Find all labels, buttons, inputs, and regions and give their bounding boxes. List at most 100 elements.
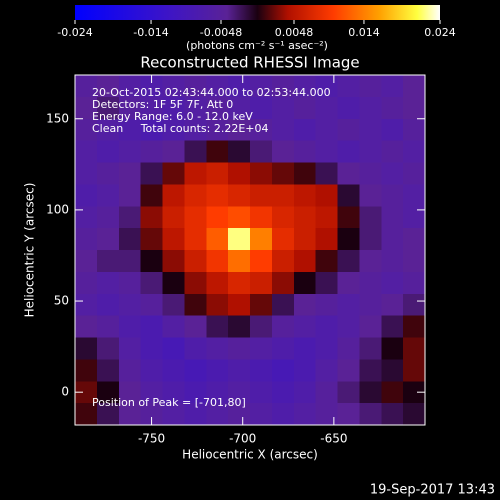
heatmap bbox=[75, 75, 426, 426]
heatmap-cell bbox=[118, 359, 142, 382]
heatmap-cell bbox=[359, 315, 382, 338]
heatmap-cell bbox=[162, 293, 185, 317]
x-tick-label: -650 bbox=[320, 432, 347, 446]
heatmap-cell bbox=[381, 228, 404, 251]
heatmap-cell bbox=[381, 206, 404, 229]
heatmap-cell bbox=[381, 75, 404, 98]
heatmap-cell bbox=[184, 359, 207, 382]
heatmap-cell bbox=[96, 271, 120, 295]
heatmap-cell bbox=[206, 184, 229, 207]
heatmap-cell bbox=[293, 228, 317, 251]
heatmap-cell bbox=[184, 96, 207, 120]
heatmap-cell bbox=[337, 118, 360, 142]
heatmap-cell bbox=[75, 337, 98, 360]
heatmap-cell bbox=[250, 271, 273, 295]
heatmap-cell bbox=[228, 315, 251, 338]
heatmap-cell bbox=[140, 359, 163, 382]
colorbar-label: (photons cm⁻² s⁻¹ asec⁻²) bbox=[186, 39, 328, 52]
heatmap-cell bbox=[140, 75, 163, 98]
heatmap-cell bbox=[337, 337, 360, 360]
y-tick-label: 50 bbox=[54, 294, 69, 308]
heatmap-cell bbox=[293, 359, 317, 382]
heatmap-cell bbox=[293, 75, 317, 98]
heatmap-cell bbox=[403, 96, 426, 120]
heatmap-cell bbox=[250, 315, 273, 338]
y-tick-label: 100 bbox=[46, 202, 69, 216]
heatmap-cell bbox=[75, 206, 98, 229]
heatmap-cell bbox=[293, 315, 317, 338]
heatmap-cell bbox=[184, 250, 207, 273]
heatmap-cell bbox=[337, 315, 360, 338]
heatmap-cell bbox=[315, 337, 338, 360]
heatmap-cell bbox=[184, 403, 207, 426]
heatmap-cell bbox=[403, 75, 426, 98]
heatmap-cell bbox=[403, 293, 426, 317]
heatmap-cell bbox=[381, 140, 404, 163]
heatmap-cell bbox=[184, 118, 207, 142]
heatmap-cell bbox=[271, 228, 295, 251]
heatmap-cell bbox=[118, 96, 142, 120]
heatmap-cell bbox=[184, 271, 207, 295]
heatmap-cell bbox=[250, 96, 273, 120]
heatmap-cell bbox=[118, 206, 142, 229]
heatmap-cell bbox=[206, 162, 229, 185]
heatmap-cell bbox=[228, 96, 251, 120]
heatmap-cell bbox=[403, 359, 426, 382]
heatmap-cell bbox=[359, 96, 382, 120]
colorbar-tick-label: -0.014 bbox=[133, 26, 168, 39]
heatmap-cell bbox=[293, 206, 317, 229]
heatmap-cell bbox=[75, 228, 98, 251]
heatmap-cell bbox=[359, 75, 382, 98]
heatmap-cell bbox=[96, 403, 120, 426]
heatmap-cell bbox=[206, 359, 229, 382]
heatmap-cell bbox=[162, 96, 185, 120]
heatmap-cell bbox=[250, 75, 273, 98]
heatmap-cell bbox=[184, 293, 207, 317]
heatmap-cell bbox=[228, 118, 251, 142]
heatmap-cell bbox=[359, 271, 382, 295]
heatmap-cell bbox=[140, 403, 163, 426]
x-tick-label: -700 bbox=[229, 432, 256, 446]
heatmap-cell bbox=[206, 75, 229, 98]
heatmap-cell bbox=[140, 381, 163, 404]
heatmap-cell bbox=[118, 250, 142, 273]
heatmap-cell bbox=[75, 250, 98, 273]
heatmap-cell bbox=[206, 118, 229, 142]
colorbar bbox=[75, 5, 440, 20]
heatmap-cell bbox=[250, 184, 273, 207]
heatmap-cell bbox=[359, 140, 382, 163]
heatmap-cell bbox=[162, 228, 185, 251]
heatmap-cell bbox=[162, 75, 185, 98]
heatmap-cell bbox=[250, 206, 273, 229]
heatmap-cell bbox=[337, 271, 360, 295]
heatmap-cell bbox=[228, 293, 251, 317]
heatmap-cell bbox=[228, 228, 251, 251]
heatmap-cell bbox=[271, 271, 295, 295]
heatmap-cell bbox=[381, 184, 404, 207]
heatmap-cell bbox=[162, 403, 185, 426]
heatmap-cell bbox=[206, 206, 229, 229]
heatmap-cell bbox=[184, 381, 207, 404]
heatmap-cell bbox=[118, 162, 142, 185]
colorbar-tick-label: 0.014 bbox=[348, 26, 380, 39]
heatmap-cell bbox=[359, 184, 382, 207]
heatmap-cell bbox=[184, 206, 207, 229]
heatmap-cell bbox=[184, 337, 207, 360]
heatmap-cell bbox=[337, 206, 360, 229]
heatmap-cell bbox=[403, 315, 426, 338]
heatmap-cell bbox=[75, 381, 98, 404]
heatmap-cell bbox=[293, 184, 317, 207]
heatmap-cell bbox=[359, 359, 382, 382]
heatmap-cell bbox=[250, 293, 273, 317]
heatmap-cell bbox=[96, 140, 120, 163]
heatmap-cell bbox=[162, 250, 185, 273]
heatmap-cell bbox=[96, 162, 120, 185]
heatmap-cell bbox=[315, 271, 338, 295]
heatmap-cell bbox=[96, 75, 120, 98]
heatmap-cell bbox=[271, 403, 295, 426]
heatmap-cell bbox=[293, 293, 317, 317]
heatmap-cell bbox=[337, 140, 360, 163]
heatmap-cell bbox=[162, 162, 185, 185]
heatmap-cell bbox=[315, 140, 338, 163]
heatmap-cell bbox=[184, 75, 207, 98]
